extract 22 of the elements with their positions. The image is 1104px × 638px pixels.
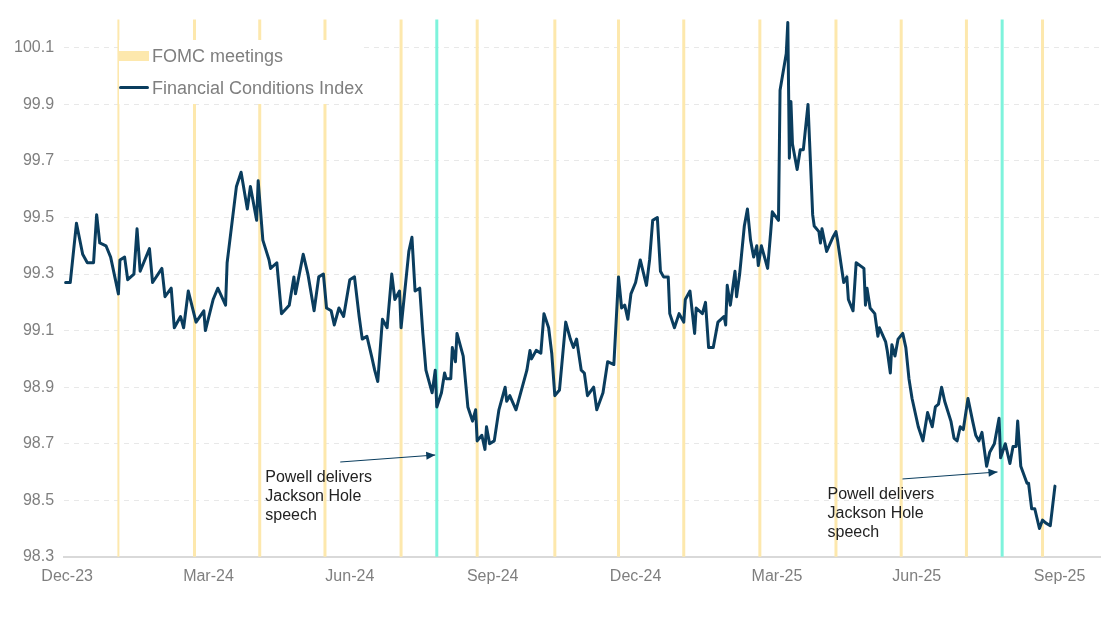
x-tick-label: Dec-24 <box>609 566 662 584</box>
x-tick-label: Jun-24 <box>325 566 375 584</box>
x-tick-label: Sep-25 <box>1033 566 1086 584</box>
y-tick-label: 98.9 <box>22 377 55 395</box>
y-tick-label: 100.1 <box>13 38 55 56</box>
x-tick-label: Sep-24 <box>466 566 519 584</box>
y-tick-label: 99.3 <box>22 264 55 282</box>
x-tick-label: Jun-25 <box>892 566 942 584</box>
x-tick-label: Dec-23 <box>41 566 94 584</box>
x-tick-label: Mar-24 <box>183 566 234 584</box>
legend-label: Financial Conditions Index <box>152 76 364 100</box>
annotation: Powell delivers Jackson Hole speech <box>827 485 935 541</box>
x-tick-label: Mar-25 <box>751 566 803 584</box>
y-tick-label: 98.5 <box>22 490 55 508</box>
y-tick-label: 99.9 <box>22 94 55 112</box>
y-tick-label: 99.7 <box>22 151 55 169</box>
y-tick-label: 98.7 <box>22 434 55 452</box>
y-tick-label: 99.1 <box>22 321 55 339</box>
y-tick-label: 99.5 <box>22 207 55 225</box>
y-tick-label: 98.3 <box>22 547 55 565</box>
annotation: Powell delivers Jackson Hole speech <box>265 468 372 524</box>
ref-line-label: FOMC meetings <box>152 44 284 68</box>
